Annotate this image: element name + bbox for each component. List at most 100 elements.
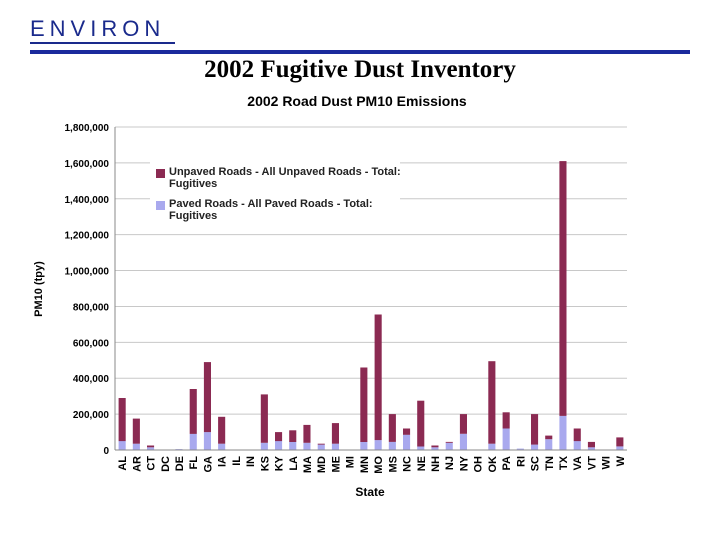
bar-segment-unpaved: [118, 398, 126, 442]
bar-segment-unpaved: [275, 432, 283, 442]
bar-segment-paved: [445, 442, 453, 450]
y-tick-label: 200,000: [73, 410, 110, 421]
x-tick-label: LA: [288, 456, 300, 471]
bar-segment-paved: [317, 444, 325, 450]
bar-segment-paved: [502, 428, 510, 450]
bar-segment-unpaved: [431, 445, 439, 448]
bar-segment-paved: [374, 440, 382, 450]
x-tick-label: MI: [345, 456, 357, 468]
x-tick-label: AL: [117, 456, 129, 471]
bar-segment-paved: [289, 441, 297, 450]
x-tick-label: IN: [245, 456, 257, 467]
x-tick-label: CT: [146, 456, 158, 471]
bar-segment-unpaved: [488, 361, 496, 444]
x-tick-label: GA: [202, 456, 214, 473]
bar-segment-unpaved: [132, 418, 140, 444]
bar-segment-paved: [388, 441, 396, 450]
x-tick-label: KS: [259, 456, 271, 471]
x-tick-label: ME: [330, 456, 342, 473]
bar-segment-unpaved: [289, 430, 297, 442]
bar-segment-paved: [147, 447, 155, 450]
bar-segment-paved: [573, 441, 581, 450]
x-tick-label: SC: [530, 456, 542, 471]
bar-segment-unpaved: [616, 437, 624, 447]
x-tick-label: MD: [316, 456, 328, 473]
x-tick-label: TX: [558, 455, 570, 470]
bar-segment-unpaved: [317, 443, 325, 445]
bar-segment-unpaved: [147, 445, 155, 448]
x-tick-label: MS: [387, 456, 399, 473]
x-tick-label: NH: [430, 456, 442, 472]
legend-label-paved: Paved Roads - All Paved Roads - Total: F…: [169, 198, 373, 222]
bar-segment-paved: [531, 444, 539, 450]
bar-segment-unpaved: [203, 362, 211, 433]
y-tick-label: 1,800,000: [65, 123, 110, 134]
axis-labels: 0 200,000 400,000 600,000 800,000 1,000,000 1,…: [65, 123, 627, 474]
bar-segment-paved: [360, 441, 368, 450]
x-tick-label: WI: [601, 456, 613, 469]
bar-segment-paved: [118, 441, 126, 450]
x-tick-label: VT: [586, 456, 598, 470]
bars: [118, 161, 624, 450]
bar-segment-unpaved: [445, 441, 453, 443]
x-tick-label: VA: [572, 456, 584, 471]
bar-segment-unpaved: [218, 416, 226, 444]
bar-segment-paved: [403, 434, 411, 450]
x-tick-label: IL: [231, 456, 243, 466]
x-tick-label: MA: [302, 456, 314, 473]
bar-segment-unpaved: [459, 414, 467, 434]
legend-swatch-paved: [156, 201, 165, 210]
chart-legend: Unpaved Roads - All Unpaved Roads - Tota…: [150, 162, 401, 228]
bar-segment-paved: [488, 443, 496, 450]
bar-segment-unpaved: [531, 414, 539, 445]
y-tick-label: 1,600,000: [65, 159, 110, 170]
y-tick-label: 1,000,000: [65, 267, 110, 278]
x-tick-label: IA: [217, 456, 229, 467]
x-tick-label: OK: [487, 456, 499, 473]
axes: [114, 127, 627, 451]
bar-segment-paved: [459, 433, 467, 450]
x-tick-label: NC: [402, 456, 414, 472]
bar-segment-paved: [303, 442, 311, 450]
x-tick-label: DC: [160, 456, 172, 472]
y-tick-label: 800,000: [73, 302, 110, 313]
bar-segment-paved: [616, 446, 624, 450]
environ-logo: ENVIRON: [30, 16, 175, 44]
bar-segment-unpaved: [587, 441, 595, 448]
legend-swatch-unpaved: [156, 169, 165, 178]
y-tick-label: 0: [103, 446, 109, 457]
logo-text: ENVIRON: [30, 16, 166, 41]
bar-segment-unpaved: [260, 394, 268, 443]
bar-segment-unpaved: [417, 400, 425, 447]
bar-segment-unpaved: [559, 161, 567, 416]
bar-segment-unpaved: [303, 424, 311, 443]
y-tick-label: 600,000: [73, 338, 110, 349]
x-tick-label: FL: [188, 456, 200, 470]
bar-segment-unpaved: [360, 367, 368, 442]
y-tick-label: 1,200,000: [65, 231, 110, 242]
y-tick-label: 400,000: [73, 374, 110, 385]
x-tick-label: OH: [473, 456, 485, 473]
x-tick-label: AR: [131, 456, 143, 472]
x-axis-label: State: [355, 485, 385, 499]
x-tick-label: MO: [373, 456, 385, 474]
bar-segment-paved: [260, 442, 268, 450]
bar-segment-paved: [516, 448, 524, 450]
bar-segment-paved: [431, 447, 439, 450]
bar-segment-paved: [218, 443, 226, 450]
bar-segment-paved: [203, 432, 211, 450]
bar-segment-unpaved: [189, 389, 197, 434]
x-tick-label: NJ: [444, 456, 456, 470]
bar-segment-unpaved: [331, 423, 339, 444]
bar-segment-unpaved: [573, 428, 581, 442]
bar-segment-paved: [559, 415, 567, 450]
x-tick-label: KY: [274, 455, 286, 471]
bar-segment-paved: [132, 443, 140, 450]
x-tick-label: NE: [416, 456, 428, 471]
bar-segment-unpaved: [388, 414, 396, 442]
bar-segment-unpaved: [374, 314, 382, 441]
bar-segment-paved: [275, 441, 283, 450]
x-tick-label: TN: [544, 456, 556, 471]
y-tick-label: 1,400,000: [65, 195, 110, 206]
